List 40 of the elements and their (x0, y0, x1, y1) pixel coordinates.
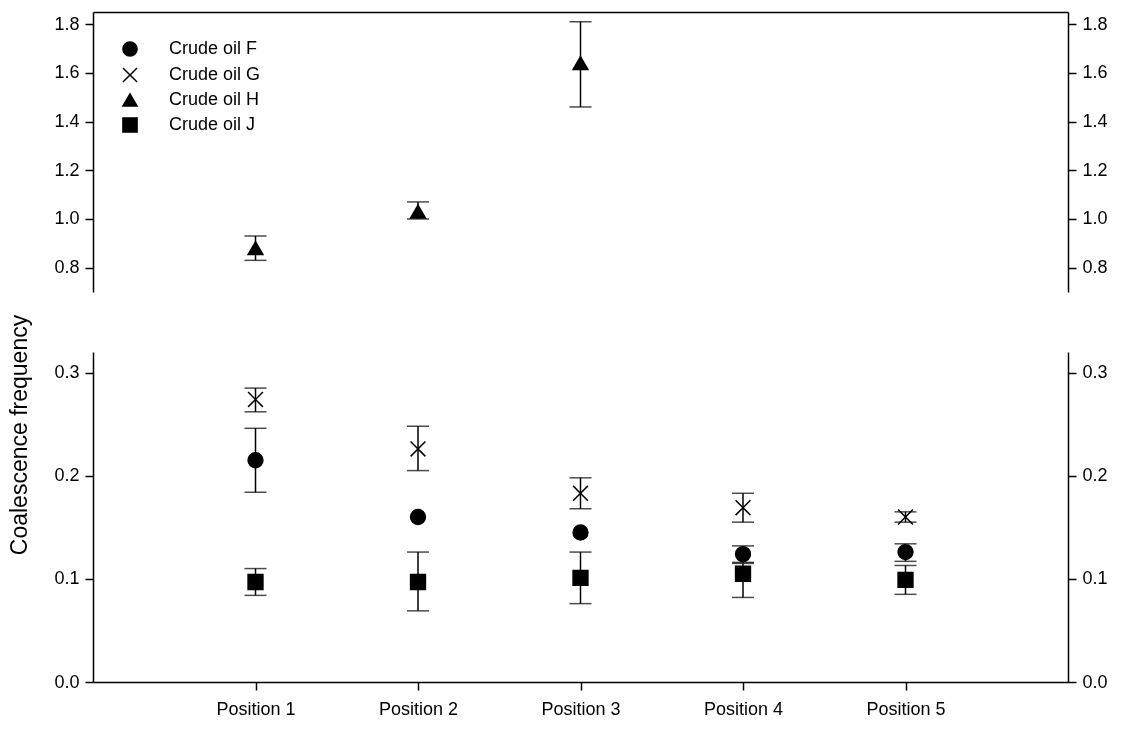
y-tick-label: 1.0 (54, 208, 80, 229)
y-tick-label: 0.0 (54, 671, 80, 692)
x-tick-label: Position 1 (216, 698, 296, 719)
y-tick-label: 0.2 (54, 465, 80, 486)
point (409, 508, 427, 526)
y-tick-label: 0.1 (54, 568, 80, 589)
x-tick-label: Position 4 (703, 698, 784, 719)
point (572, 485, 589, 502)
x-tick-label: Position 2 (378, 698, 459, 719)
x-tick-label: Position 3 (541, 698, 621, 719)
y2-tick-label: 0.8 (1082, 257, 1108, 278)
x-tick-label: Position 5 (866, 698, 946, 719)
point (409, 440, 427, 458)
point (247, 391, 264, 408)
y-tick-label: 1.8 (54, 13, 80, 34)
y-tick-label: 1.6 (54, 62, 80, 83)
y2-tick-label: 0.3 (1082, 362, 1108, 383)
point (247, 573, 264, 591)
y2-tick-label: 0.2 (1082, 465, 1108, 486)
legend-label: Crude oil F (169, 38, 258, 58)
y2-tick-label: 1.4 (1082, 111, 1108, 132)
y-tick-label: 1.2 (54, 159, 80, 180)
y2-tick-label: 1.8 (1082, 13, 1108, 34)
y-tick-label: 0.8 (54, 257, 80, 278)
point (247, 452, 264, 469)
y2-tick-label: 1.2 (1082, 159, 1108, 180)
y2-tick-label: 0.0 (1082, 671, 1108, 692)
legend-label: Crude oil G (169, 64, 261, 84)
legend-label: Crude oil H (169, 89, 260, 109)
y-axis-title: Coalescence frequency (6, 314, 33, 556)
point (572, 524, 589, 541)
point (897, 571, 914, 589)
point (572, 569, 589, 587)
y2-tick-label: 0.1 (1082, 568, 1108, 589)
y-tick-label: 0.3 (54, 362, 80, 383)
legend-label: Crude oil J (169, 114, 256, 134)
y2-tick-label: 1.6 (1082, 62, 1108, 83)
y2-tick-label: 1.0 (1082, 208, 1108, 229)
point (734, 499, 752, 516)
y-tick-label: 1.4 (54, 111, 80, 132)
